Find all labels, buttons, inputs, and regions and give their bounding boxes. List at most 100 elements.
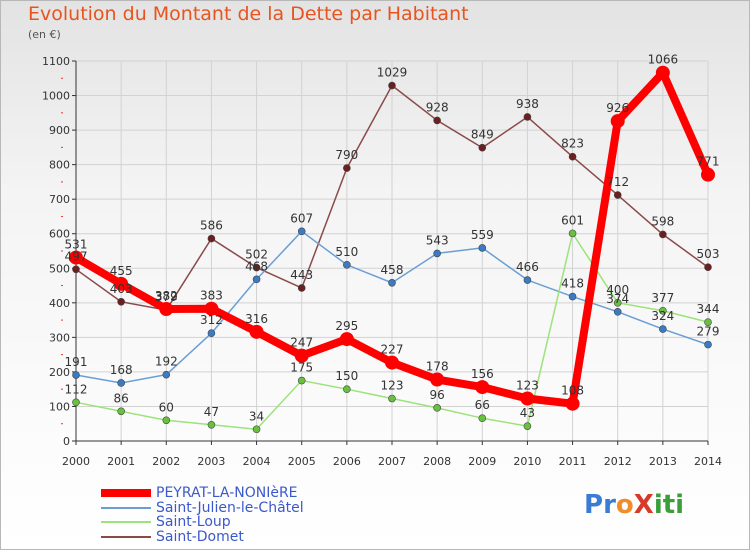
data-label: 712 <box>606 175 629 189</box>
data-point <box>704 340 712 349</box>
data-label: 279 <box>697 325 720 339</box>
data-label: 374 <box>606 292 629 306</box>
series-1 <box>72 227 712 387</box>
x-tick-label: 2002 <box>152 455 180 468</box>
data-point <box>613 307 622 316</box>
y-tick-label: 200 <box>49 366 70 379</box>
data-point <box>249 324 264 339</box>
data-point <box>568 292 577 301</box>
data-label: 403 <box>110 282 133 296</box>
data-label: 531 <box>65 238 88 252</box>
data-point <box>568 152 577 161</box>
data-point <box>343 261 351 269</box>
data-point <box>523 276 532 284</box>
legend-label: PEYRAT-LA-NONIèRE <box>156 485 298 501</box>
data-label: 543 <box>426 233 449 247</box>
x-tick-label: 2009 <box>468 455 496 468</box>
data-point <box>520 391 535 406</box>
data-point <box>388 81 396 90</box>
data-point <box>388 278 396 287</box>
data-point <box>252 263 261 272</box>
data-label: 510 <box>335 245 358 259</box>
y-tick-label: 0 <box>63 435 70 448</box>
logo-letter: t <box>662 490 676 520</box>
data-point <box>162 370 171 379</box>
x-tick-label: 2006 <box>333 455 361 468</box>
data-label: 503 <box>697 247 720 261</box>
legend-label: Saint-Julien-le-Châtel <box>156 499 304 516</box>
y-tick-label: 400 <box>49 297 70 310</box>
data-label: 926 <box>606 101 629 115</box>
logo-letter: o <box>615 490 634 520</box>
y-tick-label: 300 <box>49 331 70 344</box>
data-label: 771 <box>697 155 720 169</box>
logo-letter: i <box>675 490 685 520</box>
data-label: 1029 <box>377 66 408 80</box>
data-label: 383 <box>200 289 223 303</box>
data-label: 458 <box>381 263 404 277</box>
data-label: 400 <box>606 283 629 297</box>
data-point <box>252 425 261 434</box>
logo-letter: i <box>653 490 663 520</box>
x-tick-label: 2014 <box>694 455 722 468</box>
x-tick-label: 2010 <box>513 455 541 468</box>
data-point <box>117 379 125 387</box>
data-label: 66 <box>475 398 490 412</box>
data-label: 192 <box>155 355 178 369</box>
data-label: 123 <box>381 379 404 393</box>
data-label: 156 <box>471 367 494 381</box>
data-point <box>297 284 306 292</box>
legend-swatch <box>101 489 151 497</box>
proxiti-logo: ProXiti <box>584 490 684 520</box>
data-label: 497 <box>65 249 88 263</box>
data-label: 502 <box>245 248 268 262</box>
data-point <box>523 422 532 430</box>
data-point <box>655 65 670 80</box>
data-label: 938 <box>516 97 539 111</box>
legend-swatch <box>101 506 151 509</box>
data-point <box>523 113 532 121</box>
y-tick-label: 500 <box>49 262 70 275</box>
data-point <box>69 250 83 265</box>
data-label: 790 <box>335 148 358 162</box>
data-point <box>613 299 622 307</box>
x-tick-label: 2012 <box>604 455 632 468</box>
data-label: 344 <box>697 302 720 316</box>
data-point <box>433 404 441 412</box>
data-label: 466 <box>516 260 539 274</box>
data-label: 468 <box>245 259 268 273</box>
data-label: 377 <box>651 291 674 305</box>
data-point <box>704 263 712 272</box>
data-point <box>659 306 667 315</box>
data-point <box>207 329 216 338</box>
data-point <box>478 414 487 423</box>
series-0 <box>69 65 715 411</box>
data-label: 175 <box>290 361 313 375</box>
data-label: 112 <box>65 382 88 396</box>
data-label: 123 <box>516 379 539 393</box>
data-label: 1066 <box>648 53 679 67</box>
data-point <box>388 394 396 403</box>
data-point <box>297 227 306 236</box>
data-point <box>475 380 490 395</box>
data-label: 559 <box>471 228 494 242</box>
data-point <box>294 348 309 363</box>
y-tick-label: 600 <box>49 228 70 241</box>
y-tick-label: 800 <box>49 159 70 172</box>
data-point <box>433 249 441 258</box>
data-label: 247 <box>290 336 313 350</box>
data-label: 324 <box>651 309 674 323</box>
data-label: 418 <box>561 277 584 291</box>
x-tick-label: 2008 <box>423 455 451 468</box>
data-point <box>159 302 174 317</box>
data-label: 178 <box>426 360 449 374</box>
data-point <box>117 407 125 416</box>
data-label: 598 <box>651 214 674 228</box>
logo-letter: P <box>584 490 604 520</box>
data-point <box>478 244 487 252</box>
data-label: 191 <box>65 355 88 369</box>
data-label: 96 <box>430 388 445 402</box>
data-label: 316 <box>245 312 268 326</box>
data-point <box>659 325 667 333</box>
